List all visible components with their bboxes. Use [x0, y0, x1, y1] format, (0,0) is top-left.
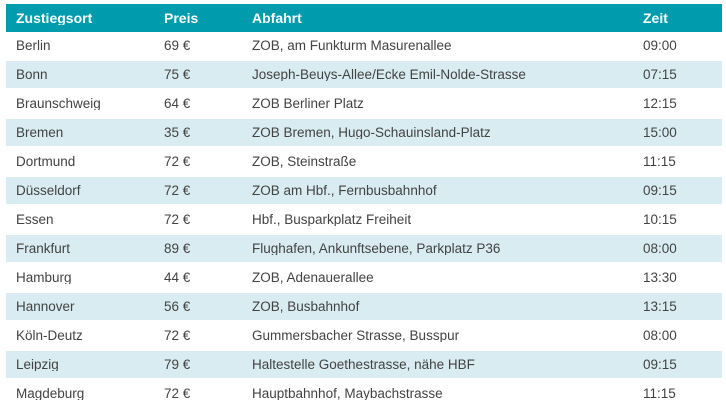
- table-row: Dortmund 72 € ZOB, Steinstraße 11:15: [6, 148, 722, 177]
- departure-cell: ZOB Berliner Platz: [252, 96, 364, 111]
- table-row: Braunschweig 64 € ZOB Berliner Platz 12:…: [6, 90, 722, 119]
- departure-cell: ZOB Bremen, Hugo-Schauinsland-Platz: [252, 125, 491, 140]
- time-cell: 09:00: [643, 38, 677, 53]
- time-cell: 08:00: [643, 241, 677, 256]
- time-cell: 07:15: [643, 67, 677, 82]
- time-cell: 12:15: [643, 96, 677, 111]
- departure-cell: Haltestelle Goethestrasse, nähe HBF: [252, 357, 475, 372]
- table-row: Leipzig 79 € Haltestelle Goethestrasse, …: [6, 351, 722, 380]
- table-header-row: Zustiegsort Preis Abfahrt Zeit: [6, 4, 722, 32]
- table-row: Köln-Deutz 72 € Gummersbacher Strasse, B…: [6, 322, 722, 351]
- city-cell: Essen: [16, 212, 54, 227]
- table-row: Düsseldorf 72 € ZOB am Hbf., Fernbusbahn…: [6, 177, 722, 206]
- city-cell: Dortmund: [16, 154, 76, 169]
- time-cell: 08:00: [643, 328, 677, 343]
- price-cell: 64 €: [164, 96, 191, 111]
- time-cell: 10:15: [643, 212, 677, 227]
- price-cell: 72 €: [164, 212, 191, 227]
- departure-cell: ZOB, Steinstraße: [252, 154, 357, 169]
- city-cell: Magdeburg: [16, 386, 85, 401]
- price-cell: 44 €: [164, 270, 191, 285]
- price-cell: 35 €: [164, 125, 191, 140]
- table-row: Bremen 35 € ZOB Bremen, Hugo-Schauinslan…: [6, 119, 722, 148]
- price-cell: 72 €: [164, 154, 191, 169]
- price-cell: 72 €: [164, 328, 191, 343]
- departure-cell: Joseph-Beuys-Allee/Ecke Emil-Nolde-Stras…: [252, 67, 526, 82]
- departure-cell: Flughafen, Ankunftsebene, Parkplatz P36: [252, 241, 501, 256]
- column-header-preis: Preis: [164, 11, 199, 25]
- table-row: Magdeburg 72 € Hauptbahnhof, Maybachstra…: [6, 380, 722, 409]
- table-row: Frankfurt 89 € Flughafen, Ankunftsebene,…: [6, 235, 722, 264]
- price-cell: 72 €: [164, 386, 191, 401]
- price-cell: 69 €: [164, 38, 191, 53]
- table-row: Hannover 56 € ZOB, Busbahnhof 13:15: [6, 293, 722, 322]
- city-cell: Köln-Deutz: [16, 328, 83, 343]
- departure-cell: ZOB, am Funkturm Masurenallee: [252, 38, 452, 53]
- departure-cell: Gummersbacher Strasse, Busspur: [252, 328, 460, 343]
- table-body: Berlin 69 € ZOB, am Funkturm Masurenalle…: [6, 32, 722, 409]
- table-row: Essen 72 € Hbf., Busparkplatz Freiheit 1…: [6, 206, 722, 235]
- departure-cell: ZOB am Hbf., Fernbusbahnhof: [252, 183, 437, 198]
- time-cell: 11:15: [643, 386, 676, 401]
- price-cell: 79 €: [164, 357, 191, 372]
- departures-table: Zustiegsort Preis Abfahrt Zeit Berlin 69…: [6, 4, 722, 409]
- table-row: Hamburg 44 € ZOB, Adenauerallee 13:30: [6, 264, 722, 293]
- time-cell: 15:00: [643, 125, 677, 140]
- time-cell: 13:15: [643, 299, 677, 314]
- price-cell: 56 €: [164, 299, 191, 314]
- table-row: Bonn 75 € Joseph-Beuys-Allee/Ecke Emil-N…: [6, 61, 722, 90]
- city-cell: Hannover: [16, 299, 75, 314]
- price-cell: 89 €: [164, 241, 191, 256]
- table-row: Berlin 69 € ZOB, am Funkturm Masurenalle…: [6, 32, 722, 61]
- city-cell: Frankfurt: [16, 241, 71, 256]
- departure-cell: Hbf., Busparkplatz Freiheit: [252, 212, 412, 227]
- city-cell: Bonn: [16, 67, 48, 82]
- column-header-zustiegsort: Zustiegsort: [16, 11, 93, 25]
- departure-cell: Hauptbahnhof, Maybachstrasse: [252, 386, 443, 401]
- city-cell: Düsseldorf: [16, 183, 81, 198]
- time-cell: 09:15: [643, 357, 677, 372]
- city-cell: Leipzig: [16, 357, 59, 372]
- city-cell: Hamburg: [16, 270, 72, 285]
- price-cell: 75 €: [164, 67, 191, 82]
- time-cell: 09:15: [643, 183, 677, 198]
- price-cell: 72 €: [164, 183, 191, 198]
- departure-cell: ZOB, Adenauerallee: [252, 270, 374, 285]
- departure-cell: ZOB, Busbahnhof: [252, 299, 360, 314]
- column-header-zeit: Zeit: [643, 11, 668, 25]
- city-cell: Braunschweig: [16, 96, 101, 111]
- time-cell: 13:30: [643, 270, 677, 285]
- time-cell: 11:15: [643, 154, 676, 169]
- column-header-abfahrt: Abfahrt: [252, 11, 302, 25]
- city-cell: Berlin: [16, 38, 51, 53]
- city-cell: Bremen: [16, 125, 64, 140]
